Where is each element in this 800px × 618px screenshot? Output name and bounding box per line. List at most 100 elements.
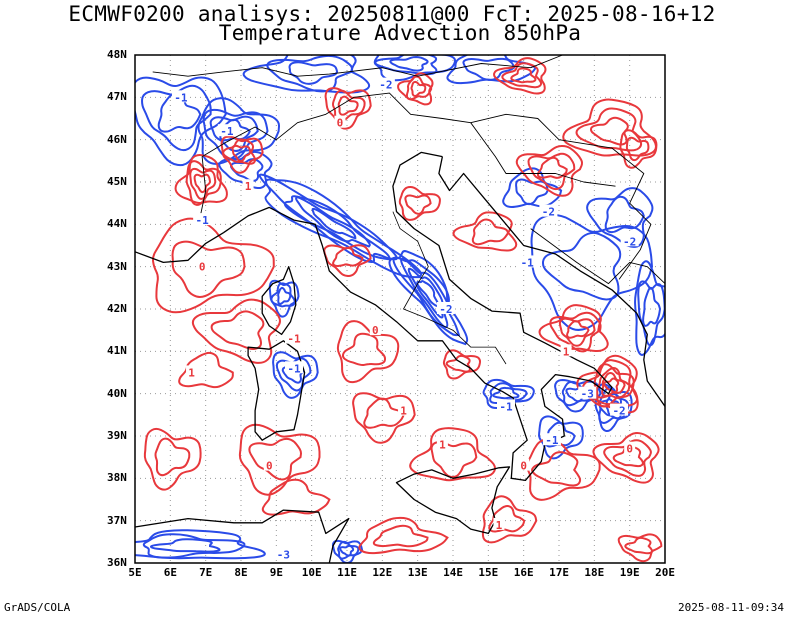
- warm-contour-label: 0: [337, 117, 344, 130]
- contour-label-bg: [171, 90, 190, 103]
- cold-advection-contour: [270, 282, 296, 308]
- cold-advection-contour: [277, 286, 292, 305]
- cold-contour-label: -1: [287, 362, 301, 375]
- balkan-coastline: [438, 156, 666, 407]
- cold-advection-contour: [637, 280, 665, 347]
- northern-borders: [152, 54, 563, 77]
- cold-advection-contour: [218, 150, 273, 190]
- cold-advection-contour: [642, 286, 662, 327]
- contour-label-bg: [436, 302, 455, 314]
- contour-label-bg: [518, 458, 530, 471]
- warm-advection-contour: [324, 87, 372, 130]
- map-frame: [134, 54, 666, 564]
- contour-label-bg: [334, 115, 346, 128]
- cold-advection-contour: [311, 207, 357, 240]
- cold-advection-contour: [389, 55, 429, 72]
- latitude-tick-label: 42N: [107, 302, 127, 315]
- warm-advection-contour: [589, 116, 629, 146]
- lat-lon-grid: [135, 55, 665, 563]
- warm-advection-contour: [601, 371, 626, 397]
- warm-advection-contour: [531, 451, 582, 487]
- latitude-tick-label: 44N: [107, 217, 127, 231]
- contour-label-bg: [560, 344, 572, 357]
- warm-contour-label: 1: [188, 367, 195, 380]
- cold-contour-label: -1: [499, 400, 513, 413]
- warm-advection-contour: [430, 441, 478, 479]
- cold-advection-contour: [598, 392, 623, 420]
- cold-advection-contour: [288, 61, 339, 85]
- cold-advection-contour: [489, 382, 528, 405]
- cold-contour-label: -3: [277, 549, 290, 562]
- contour-label-bg: [610, 403, 629, 416]
- contour-label-bg: [436, 437, 448, 450]
- warm-advection-contour: [405, 75, 433, 101]
- warm-advection-contour: [397, 72, 434, 106]
- chart-title: ECMWF0200 analisys: 20250811@00 FcT: 202…: [68, 2, 716, 26]
- cold-advection-contour: [242, 55, 371, 94]
- contour-label-bg: [620, 234, 639, 247]
- warm-advection-contour: [471, 218, 510, 246]
- contour-label-bg: [376, 77, 395, 90]
- longitude-tick-label: 12E: [372, 566, 393, 579]
- warm-advection-contour: [358, 516, 449, 555]
- regional-borders: [392, 211, 507, 365]
- warm-advection-contour: [536, 156, 568, 179]
- contour-label-bg: [242, 179, 254, 192]
- longitude-tick-label: 9E: [269, 566, 283, 579]
- contour-labels: 0 1 -1 0 1 0 1 0 1 0 1 1 0 -1 -2 -1 -2 -3 -1 -2 -1 -2 -1 -1 -3 -1…: [171, 77, 639, 562]
- croatia-border: [470, 122, 616, 187]
- warm-advection-contour: [171, 240, 246, 298]
- longitude-tick-label: 16E: [513, 566, 534, 579]
- latitude-tick-label: 41N: [107, 344, 127, 358]
- latitude-tick-label: 48N: [107, 48, 127, 61]
- cold-advection-contour: [149, 538, 221, 553]
- sardinia-coastline: [247, 340, 306, 441]
- cold-advection-contour: [272, 351, 319, 399]
- warm-contour-label: 1: [439, 438, 446, 451]
- cold-advection-contour: [446, 55, 538, 85]
- longitude-tick-label: 17E: [549, 566, 569, 579]
- cold-contour-label: -3: [581, 388, 594, 401]
- latitude-tick-label: 46N: [107, 132, 127, 146]
- warm-advection-contour: [603, 439, 652, 477]
- contour-label-bg: [217, 124, 236, 137]
- warm-advection-contour: [566, 320, 590, 339]
- cold-contour-label: -2: [542, 206, 555, 219]
- warm-contour-label: 0: [266, 460, 273, 473]
- warm-advection-contour: [558, 317, 596, 347]
- warm-advection-contour: [222, 138, 257, 165]
- warm-advection-contour: [488, 504, 526, 533]
- cold-advection-contour: [537, 415, 584, 460]
- cold-contour-label: -2: [379, 79, 392, 92]
- warm-advection-contour: [372, 524, 429, 548]
- warm-advection-contour: [493, 57, 547, 95]
- france-coastline: [134, 232, 224, 264]
- warm-advection-contour: [332, 246, 364, 268]
- cold-advection-contour: [407, 267, 444, 319]
- warm-advection-contour: [538, 304, 609, 353]
- longitude-tick-label: 6E: [163, 566, 177, 579]
- contour-label-bg: [493, 517, 505, 530]
- cold-advection-contour: [400, 257, 450, 329]
- contour-label-bg: [193, 213, 212, 226]
- cold-advection-contour: [541, 231, 622, 301]
- cold-advection-contour: [264, 178, 423, 279]
- warm-advection-contour: [238, 423, 321, 496]
- cold-contour-label: -1: [174, 91, 188, 104]
- latitude-tick-label: 45N: [107, 175, 127, 188]
- warm-advection-contour: [331, 89, 366, 122]
- warm-contour-label: 0: [520, 460, 527, 473]
- longitude-tick-label: 8E: [234, 566, 248, 579]
- contour-label-bg: [196, 259, 208, 272]
- contour-label-bg: [263, 458, 275, 471]
- warm-advection-contour: [178, 351, 234, 389]
- latitude-tick-label: 39N: [107, 429, 127, 442]
- warm-advection-contour: [341, 332, 387, 367]
- warm-advection-contour: [185, 160, 222, 206]
- cold-contour-label: -1: [220, 125, 234, 138]
- warm-advection-contour: [189, 167, 217, 200]
- warm-advection-contour: [594, 367, 631, 399]
- cold-advection-contour: [586, 187, 654, 248]
